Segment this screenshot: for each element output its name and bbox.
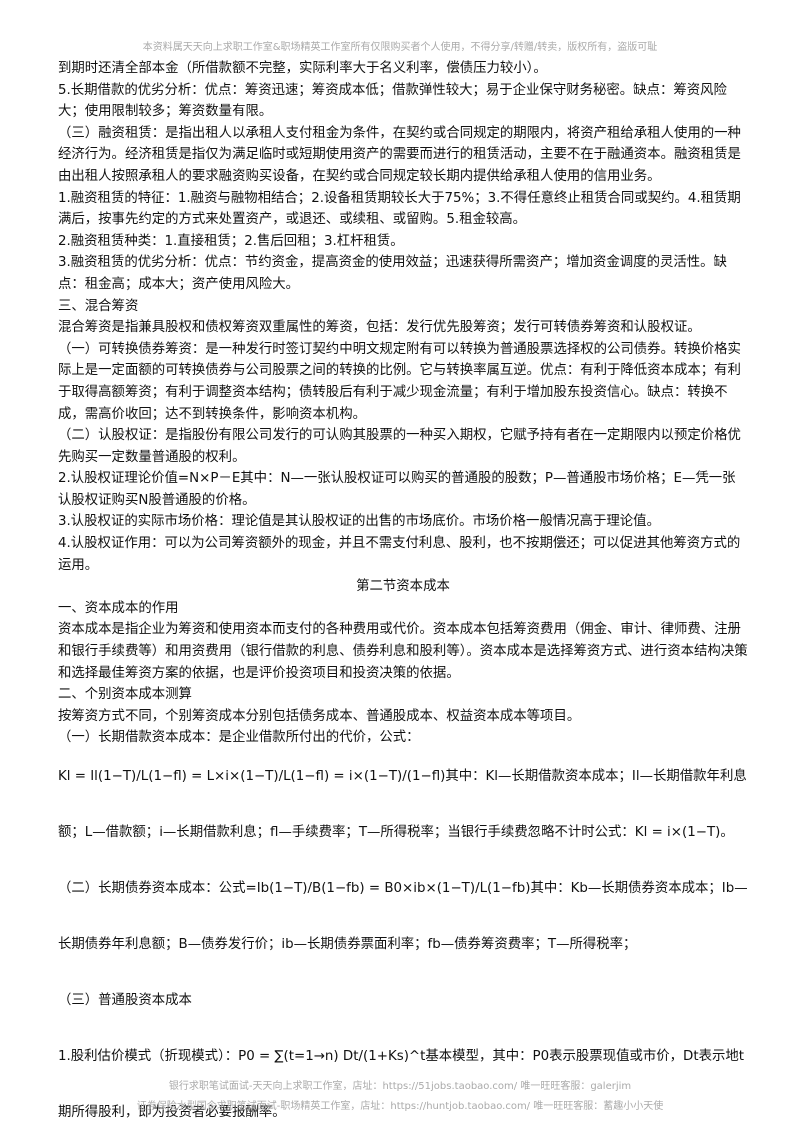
- paragraph: 1.融资租赁的特征：1.融资与融物相结合；2.设备租赁期较长大于75%；3.不得…: [58, 190, 741, 228]
- section-title: 第二节资本成本: [356, 579, 450, 595]
- paragraph: 一、资本成本的作用: [58, 600, 179, 616]
- header-notice: 本资料属天天向上求职工作室&职场精英工作室所有仅限购买者个人使用，不得分享/转赠…: [142, 42, 658, 53]
- footer-line: 银行求职笔试面试-天天向上求职工作室，店址：https://51jobs.tao…: [168, 1081, 632, 1092]
- paragraph: 3.融资租赁的优劣分析：优点：节约资金，提高资金的使用效益；迅速获得所需资产；增…: [58, 255, 727, 292]
- footer-line: 证券保险水型国企求职笔试面试-职场精英工作室，店址：https://huntjo…: [136, 1101, 664, 1112]
- formula-paragraph: 1.股利估价模式（折现模式）：P0 = ∑(t=1→n) Dt/(1+Ks)^t…: [58, 1049, 745, 1120]
- formula-paragraph: Kl = Il(1−T)/L(1−fl) = L×i×(1−T)/L(1−fl)…: [58, 769, 747, 840]
- paragraph: （一）长期借款资本成本：是企业借款所付出的代价，公式：: [58, 730, 420, 746]
- paragraph: 4.认股权证作用：可以为公司筹资额外的现金，并且不需支付利息、股利，也不按期偿还…: [58, 536, 741, 573]
- paragraph: 到期时还清全部本金（所借款额不完整，实际利率大于名义利率，偿债压力较小）。: [58, 61, 547, 76]
- paragraph: 2.认股权证理论价值=N×P－E其中：N—一张认股权证可以购买的普通股的股数；P…: [58, 471, 736, 508]
- paragraph: 按筹资方式不同，个别筹资成本分别包括债务成本、普通股成本、权益资本成本等项目。: [58, 708, 581, 724]
- paragraph: 2.融资租赁种类：1.直接租赁；2.售后回租；3.杠杆租赁。: [58, 233, 404, 249]
- paragraph: 资本成本是指企业为筹资和使用资本而支付的各种费用或代价。资本成本包括筹资费用（佣…: [58, 622, 748, 681]
- footer: 银行求职笔试面试-天天向上求职工作室，店址：https://51jobs.tao…: [0, 1077, 800, 1117]
- document-body: 到期时还清全部本金（所借款额不完整，实际利率大于名义利率，偿债压力较小）。 5.长…: [58, 58, 748, 1132]
- paragraph: 三、混合筹资: [58, 298, 139, 314]
- formula-paragraph: （二）长期债券资本成本：公式=Ib(1−T)/B(1−fb) = B0×ib×(…: [58, 881, 748, 952]
- paragraph: 5.长期借款的优劣分析：优点：筹资迅速；筹资成本低；借款弹性较大；易于企业保守财…: [58, 82, 727, 120]
- formula-paragraph: （三）普通股资本成本: [58, 993, 192, 1008]
- paragraph: 3.认股权证的实际市场价格：理论值是其认股权证的出售的市场底价。市场价格一般情况…: [58, 514, 660, 530]
- paragraph: （二）认股权证：是指股份有限公司发行的可认购其股票的一种买入期权，它赋予持有者在…: [58, 428, 741, 465]
- paragraph: 混合筹资是指兼具股权和债权筹资双重属性的筹资，包括：发行优先股筹资；发行可转债券…: [58, 320, 701, 336]
- paragraph: （一）可转换债券筹资：是一种发行时签订契约中明文规定附有可以转换为普通股票选择权…: [58, 341, 741, 422]
- paragraph: 二、个别资本成本测算: [58, 687, 192, 703]
- paragraph: （三）融资租赁：是指出租人以承租人支付租金为条件，在契约或合同规定的期限内，将资…: [58, 125, 741, 184]
